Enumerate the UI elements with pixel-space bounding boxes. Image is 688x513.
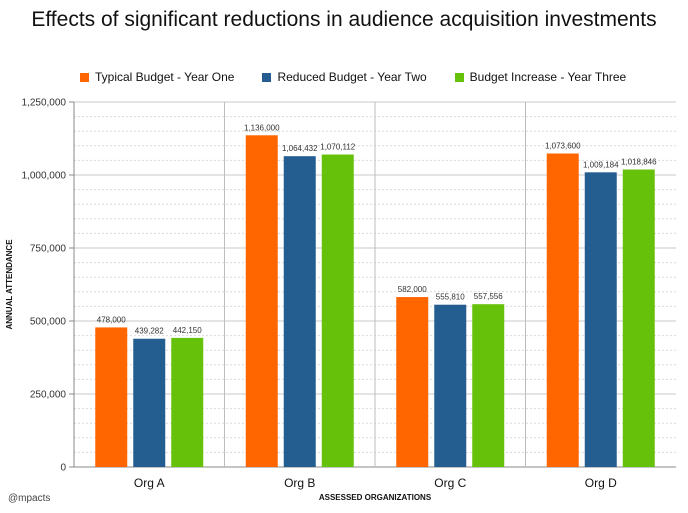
footer-credit: @mpacts — [8, 493, 51, 504]
y-tick-label: 500,000 — [30, 317, 67, 328]
bar — [95, 327, 128, 467]
bar-data-label: 1,070,112 — [320, 143, 356, 152]
y-tick-label: 250,000 — [30, 390, 67, 401]
x-axis-title: ASSESSED ORGANIZATIONS — [319, 493, 432, 502]
x-category-label: Org A — [134, 476, 165, 490]
bar-data-label: 582,000 — [398, 285, 427, 294]
bar — [133, 338, 166, 467]
legend-item-typical-budget: Typical Budget - Year One — [80, 70, 234, 84]
y-axis-title: ANNUAL ATTENDANCE — [5, 239, 14, 330]
legend-item-reduced-budget: Reduced Budget - Year Two — [262, 70, 427, 84]
bar-data-label: 1,009,184 — [583, 160, 619, 169]
x-category-label: Org D — [585, 476, 617, 490]
bar-data-label: 478,000 — [97, 315, 126, 324]
bar — [171, 337, 204, 467]
y-tick-label: 0 — [60, 463, 66, 474]
bar-data-label: 1,073,600 — [545, 142, 581, 151]
bar — [283, 156, 316, 467]
bar-data-label: 439,282 — [135, 327, 164, 336]
legend-item-budget-increase: Budget Increase - Year Three — [454, 70, 627, 84]
bar — [396, 297, 429, 467]
y-tick-label: 1,250,000 — [22, 98, 67, 109]
x-category-label: Org B — [284, 476, 315, 490]
bar-data-label: 1,018,846 — [621, 157, 657, 166]
bar-data-label: 442,150 — [173, 326, 202, 335]
bar-data-label: 555,810 — [436, 293, 465, 302]
bar — [584, 172, 617, 467]
legend-label-budget-increase: Budget Increase - Year Three — [469, 70, 627, 84]
bar — [434, 304, 467, 467]
bar — [546, 153, 579, 468]
bar — [321, 154, 354, 468]
bar — [245, 135, 278, 467]
y-tick-label: 750,000 — [30, 244, 67, 255]
bar — [622, 169, 655, 468]
chart-legend: Typical Budget - Year One Reduced Budget… — [80, 70, 626, 84]
legend-label-typical-budget: Typical Budget - Year One — [95, 70, 235, 84]
y-tick-label: 1,000,000 — [22, 171, 67, 182]
bar — [472, 304, 505, 467]
bar-data-label: 1,064,432 — [282, 144, 318, 153]
legend-swatch-reduced-budget — [262, 72, 272, 82]
legend-swatch-typical-budget — [80, 72, 89, 82]
bar-data-label: 557,556 — [474, 292, 503, 301]
chart-title: Effects of significant reductions in aud… — [31, 8, 657, 31]
x-category-label: Org C — [434, 476, 466, 490]
legend-swatch-budget-increase — [454, 72, 464, 82]
bar-data-label: 1,136,000 — [244, 123, 280, 132]
legend-label-reduced-budget: Reduced Budget - Year Two — [277, 70, 427, 84]
